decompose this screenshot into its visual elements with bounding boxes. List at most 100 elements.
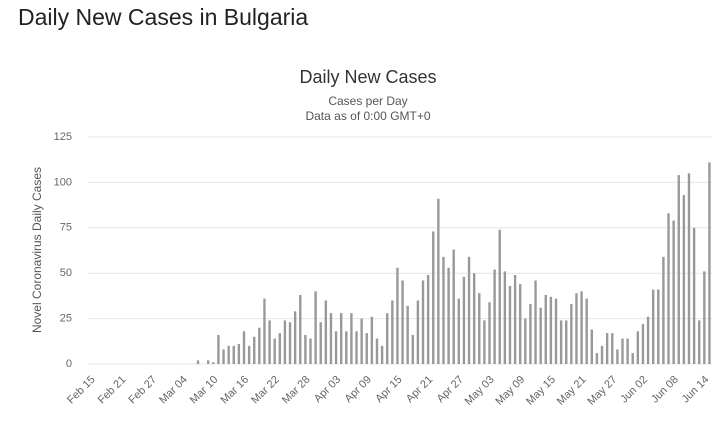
bar: [457, 298, 461, 364]
bar: [452, 249, 455, 364]
bar: [375, 338, 379, 364]
y-tick-label: 50: [60, 267, 72, 279]
bar: [611, 333, 614, 364]
bar: [447, 267, 450, 364]
bar: [646, 316, 650, 364]
bar: [600, 345, 604, 364]
y-tick-label: 0: [66, 358, 72, 370]
bar: [631, 353, 634, 364]
bar: [672, 220, 675, 364]
bar: [472, 273, 476, 364]
bar: [212, 362, 215, 364]
bar: [467, 256, 471, 364]
bar: [324, 300, 328, 364]
x-tick-label: Apr 21: [404, 374, 435, 405]
page-title: Daily New Cases in Bulgaria: [18, 4, 309, 30]
bar: [605, 333, 609, 364]
bar: [370, 316, 374, 364]
bar: [621, 338, 624, 364]
bar: [334, 331, 338, 364]
bar: [657, 289, 660, 364]
bar: [483, 320, 486, 364]
bar: [698, 320, 701, 364]
bar: [283, 320, 287, 364]
bar: [585, 298, 588, 364]
bar: [442, 256, 445, 364]
bar: [570, 304, 573, 364]
bar: [667, 213, 670, 364]
bar: [616, 349, 619, 364]
bar: [580, 291, 583, 364]
bar: [273, 338, 276, 364]
bar: [304, 334, 307, 364]
bar: [565, 320, 568, 364]
bar: [524, 318, 527, 364]
bar: [559, 320, 563, 364]
bar: [299, 294, 302, 364]
bar: [518, 284, 522, 364]
x-tick-label: Apr 27: [435, 374, 466, 405]
bar: [478, 293, 481, 364]
y-tick-label: 25: [60, 313, 72, 325]
bar: [242, 331, 246, 364]
bar: [682, 195, 686, 364]
y-tick-label: 100: [54, 176, 72, 188]
bar: [549, 296, 553, 364]
bar: [406, 305, 409, 364]
bar: [309, 338, 312, 364]
bar: [529, 304, 532, 364]
bar: [258, 327, 261, 364]
x-tick-label: Jun 02: [618, 374, 650, 406]
bar: [278, 333, 282, 364]
x-tick-label: Mar 28: [280, 374, 313, 407]
x-tick-label: May 03: [463, 374, 497, 408]
bar: [488, 302, 491, 364]
bar: [217, 334, 220, 364]
bar: [253, 336, 256, 364]
bar: [687, 173, 691, 364]
bar: [708, 162, 711, 364]
x-tick-label: Feb 27: [126, 374, 159, 407]
bar: [539, 307, 542, 364]
bar: [534, 280, 537, 364]
bar: [595, 353, 599, 364]
bar: [462, 276, 466, 364]
x-tick-label: Feb 15: [65, 374, 98, 407]
x-tick-label: Apr 03: [312, 374, 343, 405]
bar: [380, 345, 384, 364]
bar: [396, 267, 399, 364]
bar: [391, 300, 394, 364]
bar: [554, 298, 558, 364]
bar: [401, 280, 404, 364]
bar: [636, 331, 640, 364]
bar: [329, 313, 333, 364]
x-tick-label: May 09: [493, 374, 527, 408]
y-axis-label: Novel Coronavirus Daily Cases: [30, 167, 44, 333]
bar: [386, 313, 389, 364]
bar: [350, 313, 353, 364]
bar: [360, 318, 363, 364]
x-tick-label: Mar 10: [188, 374, 221, 407]
bar: [677, 175, 680, 364]
bar: [196, 360, 200, 364]
bar: [268, 320, 271, 364]
bar: [513, 275, 517, 364]
bar: [293, 311, 297, 364]
bar: [411, 334, 414, 364]
x-tick-label: May 27: [585, 374, 619, 408]
x-tick-label: May 15: [524, 374, 558, 408]
bar: [339, 313, 343, 364]
bar: [319, 322, 322, 364]
bar: [508, 285, 512, 364]
bar: [641, 324, 645, 364]
x-tick-label: Apr 15: [373, 374, 404, 405]
bar: [345, 331, 348, 364]
bar: [662, 256, 665, 364]
x-tick-label: Jun 14: [680, 374, 712, 406]
bar: [437, 198, 440, 364]
bar: [426, 275, 430, 364]
bar: [703, 271, 706, 364]
bar: [590, 329, 594, 364]
